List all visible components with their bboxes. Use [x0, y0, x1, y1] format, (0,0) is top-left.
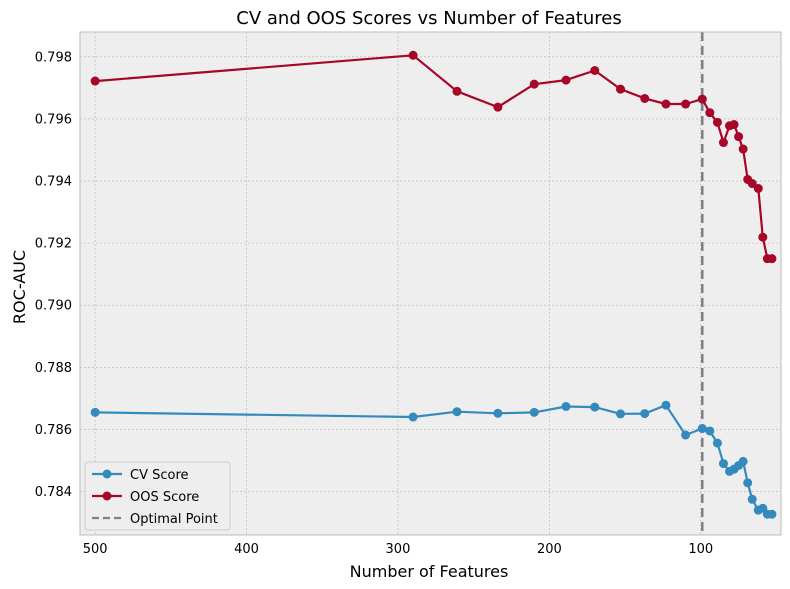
oos-score-point	[718, 138, 728, 148]
legend-oos-label: OOS Score	[130, 490, 199, 505]
oos-score-point	[90, 76, 100, 86]
oos-score-point	[729, 120, 739, 130]
legend-cv-label: CV Score	[130, 468, 189, 483]
cv-score-point	[718, 459, 728, 469]
cv-score-point	[743, 478, 753, 488]
legend-oos-marker	[102, 491, 112, 501]
y-tick-label: 0.792	[35, 237, 72, 252]
oos-score-point	[747, 179, 757, 189]
cv-score-point	[452, 407, 462, 417]
oos-score-point	[734, 132, 744, 142]
cv-score-point	[561, 401, 571, 411]
oos-score-point	[561, 75, 571, 85]
oos-score-point	[408, 50, 418, 60]
y-tick-label: 0.784	[35, 485, 72, 500]
x-tick-label: 500	[83, 542, 108, 557]
y-tick-label: 0.788	[35, 361, 72, 376]
cv-score-point	[493, 408, 503, 418]
oos-score-point	[681, 99, 691, 109]
cv-score-point	[697, 424, 707, 434]
cv-score-point	[661, 400, 671, 410]
legend-cv-marker	[102, 469, 112, 479]
series-group	[90, 50, 777, 519]
cv-score-point	[747, 494, 757, 504]
legend: CV Score OOS Score Optimal Point	[84, 461, 231, 531]
cv-score-point	[681, 430, 691, 440]
oos-score-point	[493, 102, 503, 112]
cv-score-point	[616, 409, 626, 419]
y-tick-label: 0.794	[35, 175, 72, 190]
plot-background	[80, 32, 781, 535]
oos-score-point	[697, 94, 707, 104]
x-tick-label: 300	[386, 542, 411, 557]
grid	[80, 32, 781, 535]
x-ticks: 500 400 300 200 100	[83, 542, 713, 557]
cv-score-point	[408, 412, 418, 422]
y-tick-label: 0.790	[35, 299, 72, 314]
oos-score-point	[529, 79, 539, 89]
oos-score-point	[767, 254, 777, 264]
y-axis-label: ROC-AUC	[10, 250, 29, 324]
cv-score-point	[712, 438, 722, 448]
cv-score-point	[90, 407, 100, 417]
x-tick-label: 100	[688, 542, 713, 557]
y-tick-label: 0.798	[35, 50, 72, 65]
cv-score-point	[738, 456, 748, 466]
oos-score-point	[712, 117, 722, 127]
plot-frame	[79, 31, 782, 536]
oos-score-point	[738, 144, 748, 154]
cv-score-point	[767, 509, 777, 519]
x-tick-label: 400	[234, 542, 259, 557]
oos-score-point	[640, 93, 650, 103]
x-axis-label: Number of Features	[350, 562, 509, 581]
chart-title: CV and OOS Scores vs Number of Features	[236, 8, 621, 29]
cv-score-point	[590, 402, 600, 412]
oos-score-point	[452, 86, 462, 96]
oos-score-point	[661, 99, 671, 109]
oos-score-point	[758, 232, 768, 242]
y-ticks: 0.784 0.786 0.788 0.790 0.792 0.794 0.796 0.798	[35, 50, 72, 500]
cv-score-point	[705, 426, 715, 436]
cv-score-point	[529, 407, 539, 417]
cv-score-point	[640, 409, 650, 419]
oos-score-point	[616, 84, 626, 94]
oos-score-series	[90, 50, 777, 264]
legend-box	[84, 461, 231, 531]
oos-score-point	[590, 66, 600, 76]
cv-score-series	[90, 400, 777, 519]
legend-optimal-label: Optimal Point	[130, 512, 218, 527]
oos-score-point	[705, 108, 715, 118]
y-tick-label: 0.786	[35, 423, 72, 438]
oos-score-point	[753, 183, 763, 193]
x-tick-label: 200	[537, 542, 562, 557]
y-tick-label: 0.796	[35, 112, 72, 127]
